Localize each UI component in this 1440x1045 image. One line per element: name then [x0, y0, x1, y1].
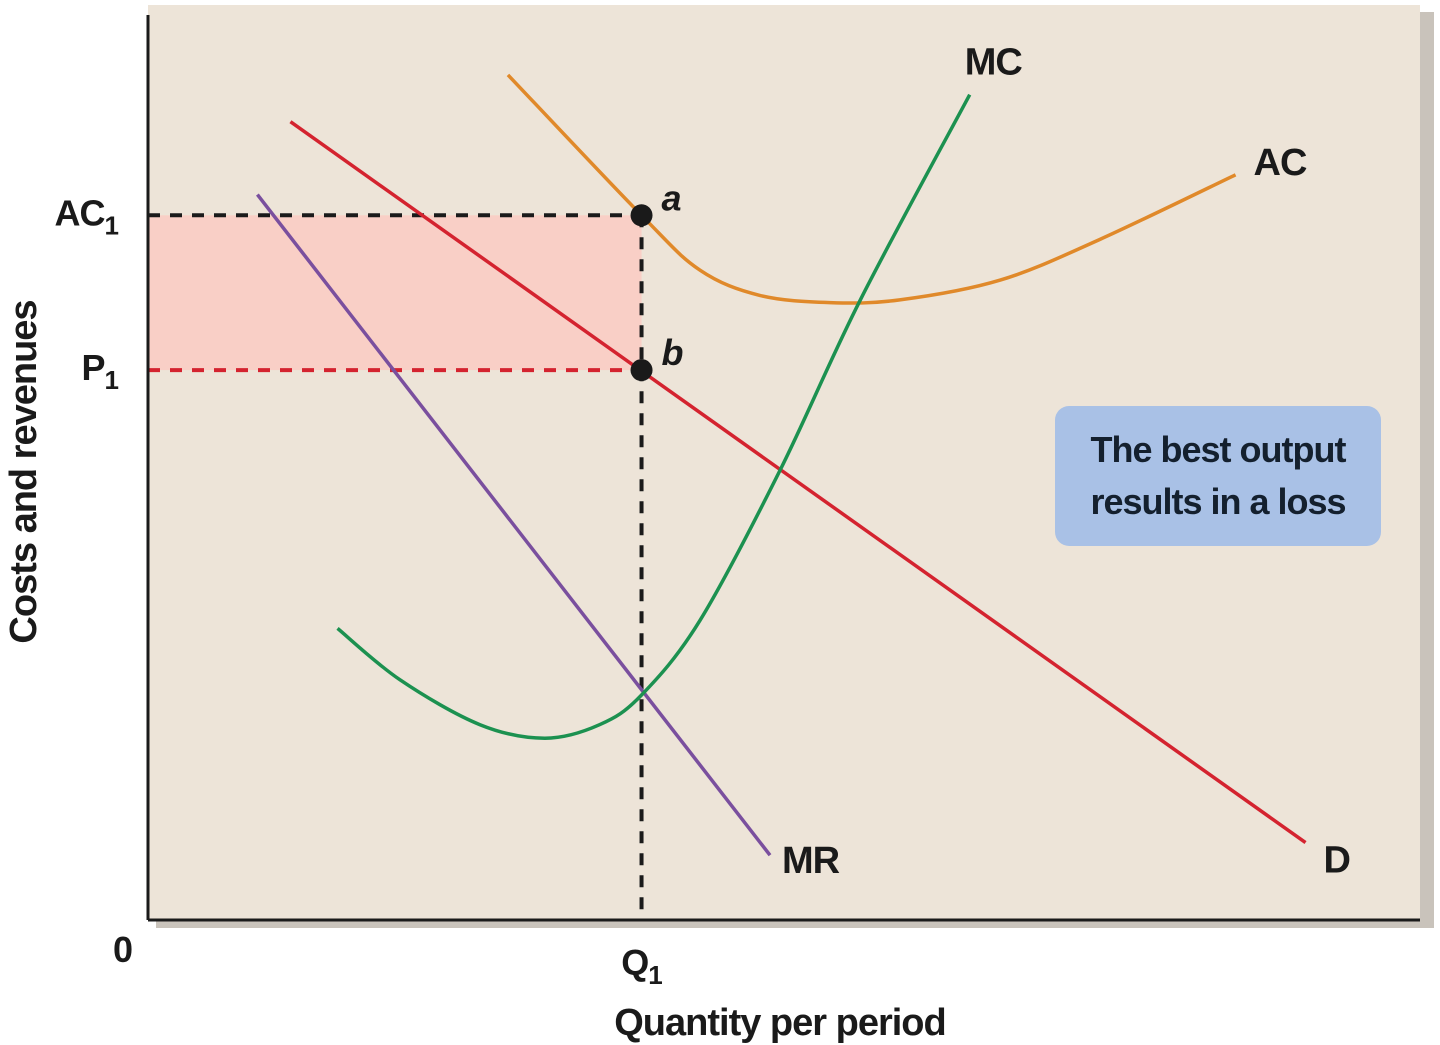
x-axis-title: Quantity per period — [614, 1002, 945, 1044]
y-tick-label-p: P1 — [82, 347, 119, 395]
point-label-a: a — [662, 177, 682, 218]
annotation-text: The best output results in a loss — [1090, 429, 1346, 522]
curve-label-mc: MC — [965, 42, 1023, 84]
annotation-box: The best output results in a loss — [1055, 406, 1381, 546]
curve-label-ac: AC — [1254, 142, 1307, 184]
curve-mc — [336, 93, 972, 740]
curve-label-mr: MR — [782, 840, 840, 882]
y-tick-label-ac: AC1 — [55, 192, 119, 240]
x-tick-label-q: Q1 — [621, 942, 662, 990]
point-b — [630, 359, 653, 382]
curve-mr — [256, 193, 772, 857]
curve-label-d: D — [1324, 840, 1350, 882]
y-axis-title: Costs and revenues — [3, 300, 45, 643]
curve-d — [289, 120, 1307, 845]
loss-area — [148, 215, 642, 371]
point-label-b: b — [662, 332, 684, 373]
origin-label: 0 — [113, 929, 133, 970]
point-a — [630, 204, 653, 227]
